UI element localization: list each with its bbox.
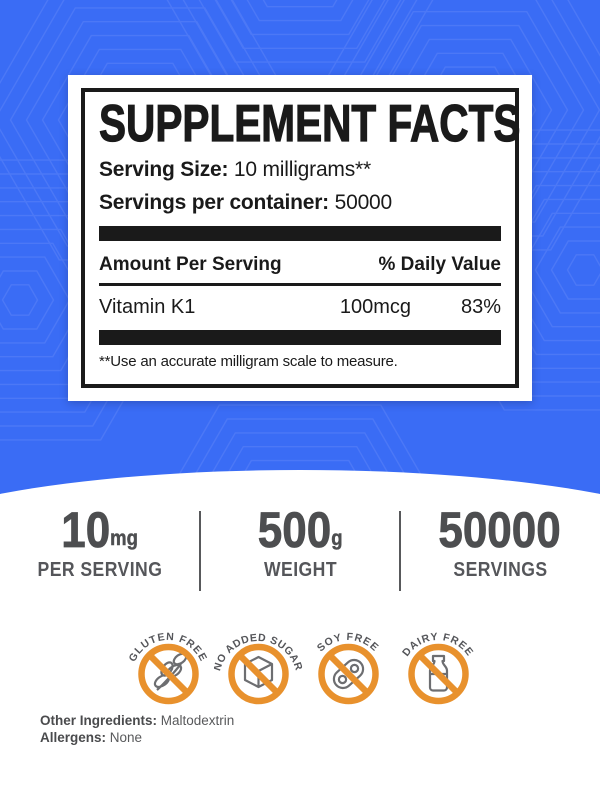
allergens-label: Allergens: [40, 730, 107, 746]
prohibition-ring [227, 643, 289, 705]
serving-size-value: 10 milligrams** [233, 158, 371, 182]
nutrient-name: Vitamin K1 [99, 296, 196, 319]
stat-weight-value: 500 [257, 502, 332, 558]
other-ingredients-line: Other Ingredients: Maltodextrin [40, 712, 234, 729]
no-added-sugar-badge: NO ADDED SUGAR [214, 632, 303, 705]
stat-servings-value: 50000 [438, 502, 562, 558]
facts-footnote: **Use an accurate milligram scale to mea… [99, 353, 398, 371]
stat-weight-unit: g [331, 527, 343, 551]
stat-weight-value-group: 500 g [257, 502, 343, 558]
prohibition-ring [407, 643, 469, 705]
nutrient-daily-value: 83% [460, 296, 501, 319]
nutrient-amount: 100mcg [339, 296, 411, 319]
divider-bar-bottom [99, 330, 501, 346]
soy-free-badge: SOY FREE [314, 631, 380, 705]
allergens-line: Allergens: None [40, 729, 234, 746]
servings-per-container-value: 50000 [334, 191, 393, 215]
stat-per-serving-unit: mg [110, 527, 139, 551]
dairy-free-badge: DAIRY FREE [400, 631, 474, 705]
prohibition-slash [327, 653, 369, 695]
stat-servings-label: SERVINGS [452, 559, 548, 581]
stat-per-serving-label: PER SERVING [37, 559, 163, 581]
stat-per-serving-value-group: 10 mg [61, 502, 139, 558]
other-ingredients-value: Maltodextrin [160, 713, 235, 728]
prohibition-slash [417, 653, 459, 695]
facts-title: SUPPLEMENT FACTS [99, 95, 521, 153]
other-ingredients-label: Other Ingredients: [40, 713, 158, 728]
stat-servings-value-group: 50000 [438, 502, 562, 558]
prohibition-slash [237, 653, 279, 695]
svg-text:SOY FREE: SOY FREE [314, 631, 380, 654]
amount-per-serving-header: Amount Per Serving [99, 254, 282, 276]
header-rule [99, 283, 501, 287]
servings-per-container-label: Servings per container: [99, 191, 329, 215]
prohibition-slash [147, 653, 189, 695]
serving-size-line: Serving Size: 10 milligrams** [99, 158, 501, 182]
supplement-facts-panel: SUPPLEMENT FACTS Serving Size: 10 millig… [68, 75, 532, 401]
stat-per-serving: 10 mg PER SERVING [17, 502, 183, 591]
footer-info: Other Ingredients: Maltodextrin Allergen… [40, 712, 234, 747]
no-added-sugar-label: NO ADDED SUGAR [214, 632, 303, 672]
gluten-free-badge: GLUTEN FREE [126, 631, 208, 705]
nutrient-row: Vitamin K1 100mcg 83% [99, 296, 501, 319]
stat-weight: 500 g WEIGHT [217, 502, 383, 591]
divider-bar-top [99, 226, 501, 242]
soy-free-label: SOY FREE [314, 631, 379, 654]
prohibition-ring [137, 643, 199, 705]
servings-per-container-line: Servings per container: 50000 [99, 191, 501, 215]
stat-weight-label: WEIGHT [263, 559, 337, 581]
prohibition-ring [317, 643, 379, 705]
serving-size-label: Serving Size: [99, 158, 229, 182]
stat-per-serving-value: 10 [61, 502, 111, 558]
stats-row: 10 mg PER SERVING 500 g WEIGHT 50000 SER… [0, 502, 600, 591]
allergens-value: None [109, 730, 143, 746]
svg-text:NO ADDED SUGAR: NO ADDED SUGAR [214, 632, 303, 672]
facts-header-row: Amount Per Serving % Daily Value [99, 254, 501, 276]
stat-divider [399, 511, 401, 591]
daily-value-header: % Daily Value [378, 254, 501, 276]
facts-border: SUPPLEMENT FACTS Serving Size: 10 millig… [81, 88, 521, 388]
stat-divider [199, 511, 201, 591]
badges-row: GLUTEN FREE NO ADDED SUGAR [0, 610, 600, 712]
stat-servings: 50000 SERVINGS [417, 502, 583, 591]
